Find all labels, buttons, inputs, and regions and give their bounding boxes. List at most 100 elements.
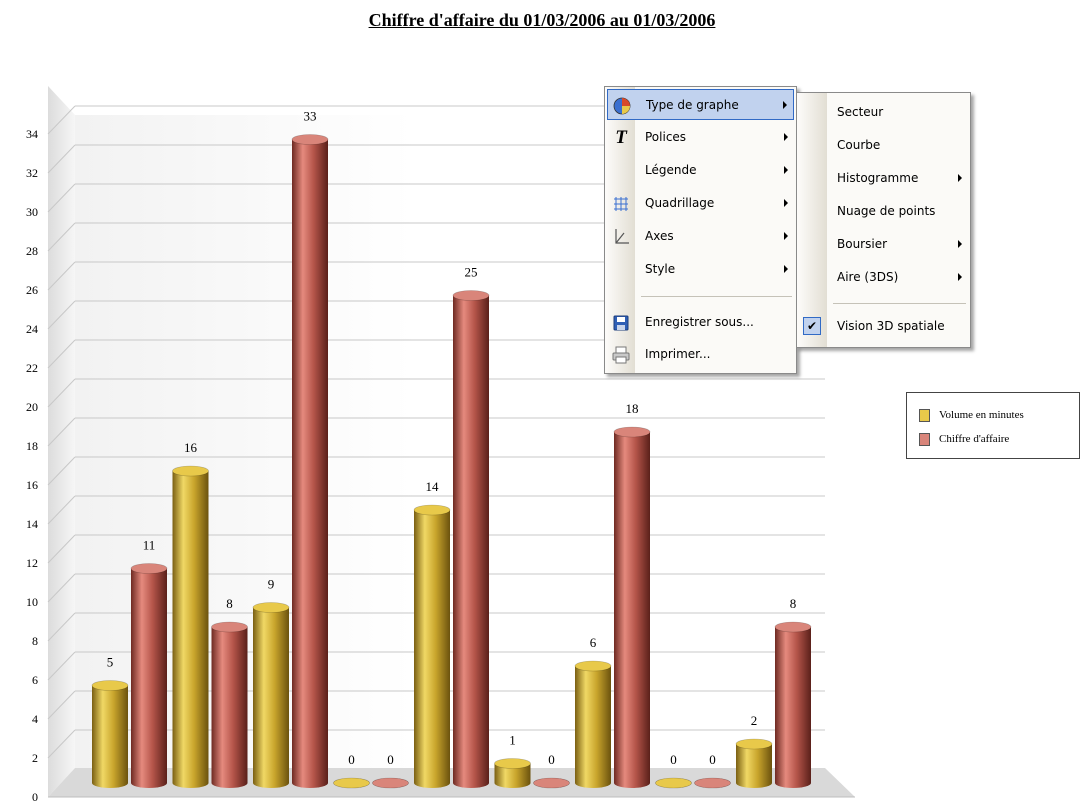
- data-label: 0: [348, 752, 355, 767]
- bar: [333, 777, 370, 789]
- menu-label: Nuage de points: [837, 204, 936, 218]
- submenu-item-aire-3ds[interactable]: Aire (3DS): [799, 262, 968, 293]
- checkmark-icon: ✔: [803, 317, 821, 335]
- menu-item-quadrillage[interactable]: Quadrillage: [607, 188, 794, 219]
- submenu-item-vision-3d-spatiale[interactable]: ✔ Vision 3D spatiale: [799, 311, 968, 342]
- bar: [694, 777, 731, 789]
- submenu-item-courbe[interactable]: Courbe: [799, 130, 968, 161]
- data-label: 5: [107, 655, 114, 670]
- menu-item-imprimer[interactable]: Imprimer...: [607, 339, 794, 370]
- menu-separator: [833, 303, 966, 304]
- y-tick-label: 0: [32, 790, 38, 804]
- y-tick-label: 22: [26, 361, 38, 375]
- bar: [130, 563, 168, 788]
- gridline-side: [47, 534, 76, 564]
- gridline-side: [47, 222, 76, 252]
- menu-item-legende[interactable]: Légende: [607, 155, 794, 186]
- data-label: 0: [670, 752, 677, 767]
- bar: [91, 680, 129, 788]
- data-label: 8: [790, 596, 797, 611]
- submenu-arrow-icon: [958, 273, 962, 281]
- data-label: 2: [751, 713, 758, 728]
- gridline-side: [47, 573, 76, 603]
- legend-item-volume: Volume en minutes: [919, 407, 1024, 423]
- save-icon: [611, 313, 631, 333]
- legend-label-volume: Volume en minutes: [939, 409, 1024, 421]
- bar: [452, 290, 490, 788]
- gridline-side: [47, 183, 76, 213]
- y-tick-label: 12: [26, 556, 38, 570]
- printer-icon: [611, 345, 631, 365]
- gridline-side: [47, 651, 76, 681]
- gridline-side: [47, 339, 76, 369]
- submenu-item-histogramme[interactable]: Histogramme: [799, 163, 968, 194]
- gridline-side: [47, 729, 76, 759]
- gridline-side: [47, 612, 76, 642]
- menu-label: Histogramme: [837, 171, 919, 185]
- submenu-item-nuage-de-points[interactable]: Nuage de points: [799, 196, 968, 227]
- submenu-item-secteur[interactable]: Secteur: [799, 97, 968, 128]
- chart-side-wall: [48, 86, 75, 797]
- gridline-side: [47, 261, 76, 291]
- data-label: 11: [143, 538, 156, 553]
- gridline-side: [47, 456, 76, 486]
- menu-item-enregistrer-sous[interactable]: Enregistrer sous...: [607, 307, 794, 338]
- gridline-side: [47, 144, 76, 174]
- menu-label: Vision 3D spatiale: [837, 319, 945, 333]
- context-menu: Type de graphe T Polices Légende Quadril…: [604, 86, 797, 374]
- grid-icon: [611, 194, 631, 214]
- menu-label: Style: [645, 262, 676, 276]
- menu-item-type-de-graphe[interactable]: Type de graphe: [607, 89, 794, 120]
- data-label: 8: [226, 596, 233, 611]
- pie-chart-icon: [612, 96, 632, 116]
- menu-item-style[interactable]: Style: [607, 254, 794, 285]
- data-label: 14: [426, 479, 440, 494]
- data-label: 9: [268, 577, 275, 592]
- y-tick-label: 4: [32, 712, 38, 726]
- menu-label: Boursier: [837, 237, 888, 251]
- bar: [413, 504, 451, 788]
- y-tick-label: 26: [26, 283, 38, 297]
- menu-label: Courbe: [837, 138, 881, 152]
- y-tick-label: 10: [26, 595, 38, 609]
- y-tick-label: 24: [26, 322, 38, 336]
- y-tick-label: 34: [26, 127, 38, 141]
- menu-label: Axes: [645, 229, 674, 243]
- y-tick-label: 14: [26, 517, 38, 531]
- menu-label: Polices: [645, 130, 687, 144]
- menu-label: Enregistrer sous...: [645, 315, 754, 329]
- menu-item-axes[interactable]: Axes: [607, 221, 794, 252]
- bar: [494, 758, 531, 788]
- menu-label: Secteur: [837, 105, 884, 119]
- bar: [291, 134, 329, 788]
- y-tick-label: 32: [26, 166, 38, 180]
- menu-label: Aire (3DS): [837, 270, 899, 284]
- data-label: 1: [509, 733, 516, 748]
- font-icon: T: [615, 127, 627, 148]
- bar: [172, 465, 209, 788]
- bars: [91, 134, 812, 789]
- y-tick-label: 28: [26, 244, 38, 258]
- menu-item-polices[interactable]: T Polices: [607, 122, 794, 153]
- data-label: 0: [548, 752, 555, 767]
- bar: [655, 777, 692, 789]
- submenu-arrow-icon: [784, 199, 788, 207]
- submenu-item-boursier[interactable]: Boursier: [799, 229, 968, 260]
- page-title: Chiffre d'affaire du 01/03/2006 au 01/03…: [368, 10, 716, 30]
- bar: [533, 777, 570, 789]
- menu-label: Type de graphe: [646, 98, 739, 112]
- legend-swatch-volume: [919, 408, 930, 422]
- y-tick-label: 30: [26, 205, 38, 219]
- gridline-side: [47, 300, 76, 330]
- submenu-arrow-icon: [784, 232, 788, 240]
- submenu-arrow-icon: [958, 240, 962, 248]
- data-label: 18: [626, 401, 639, 416]
- gridline-side: [47, 495, 76, 525]
- submenu-arrow-icon: [784, 265, 788, 273]
- gridline-side: [47, 378, 76, 408]
- axes-icon: [611, 227, 631, 247]
- y-tick-label: 2: [32, 751, 38, 765]
